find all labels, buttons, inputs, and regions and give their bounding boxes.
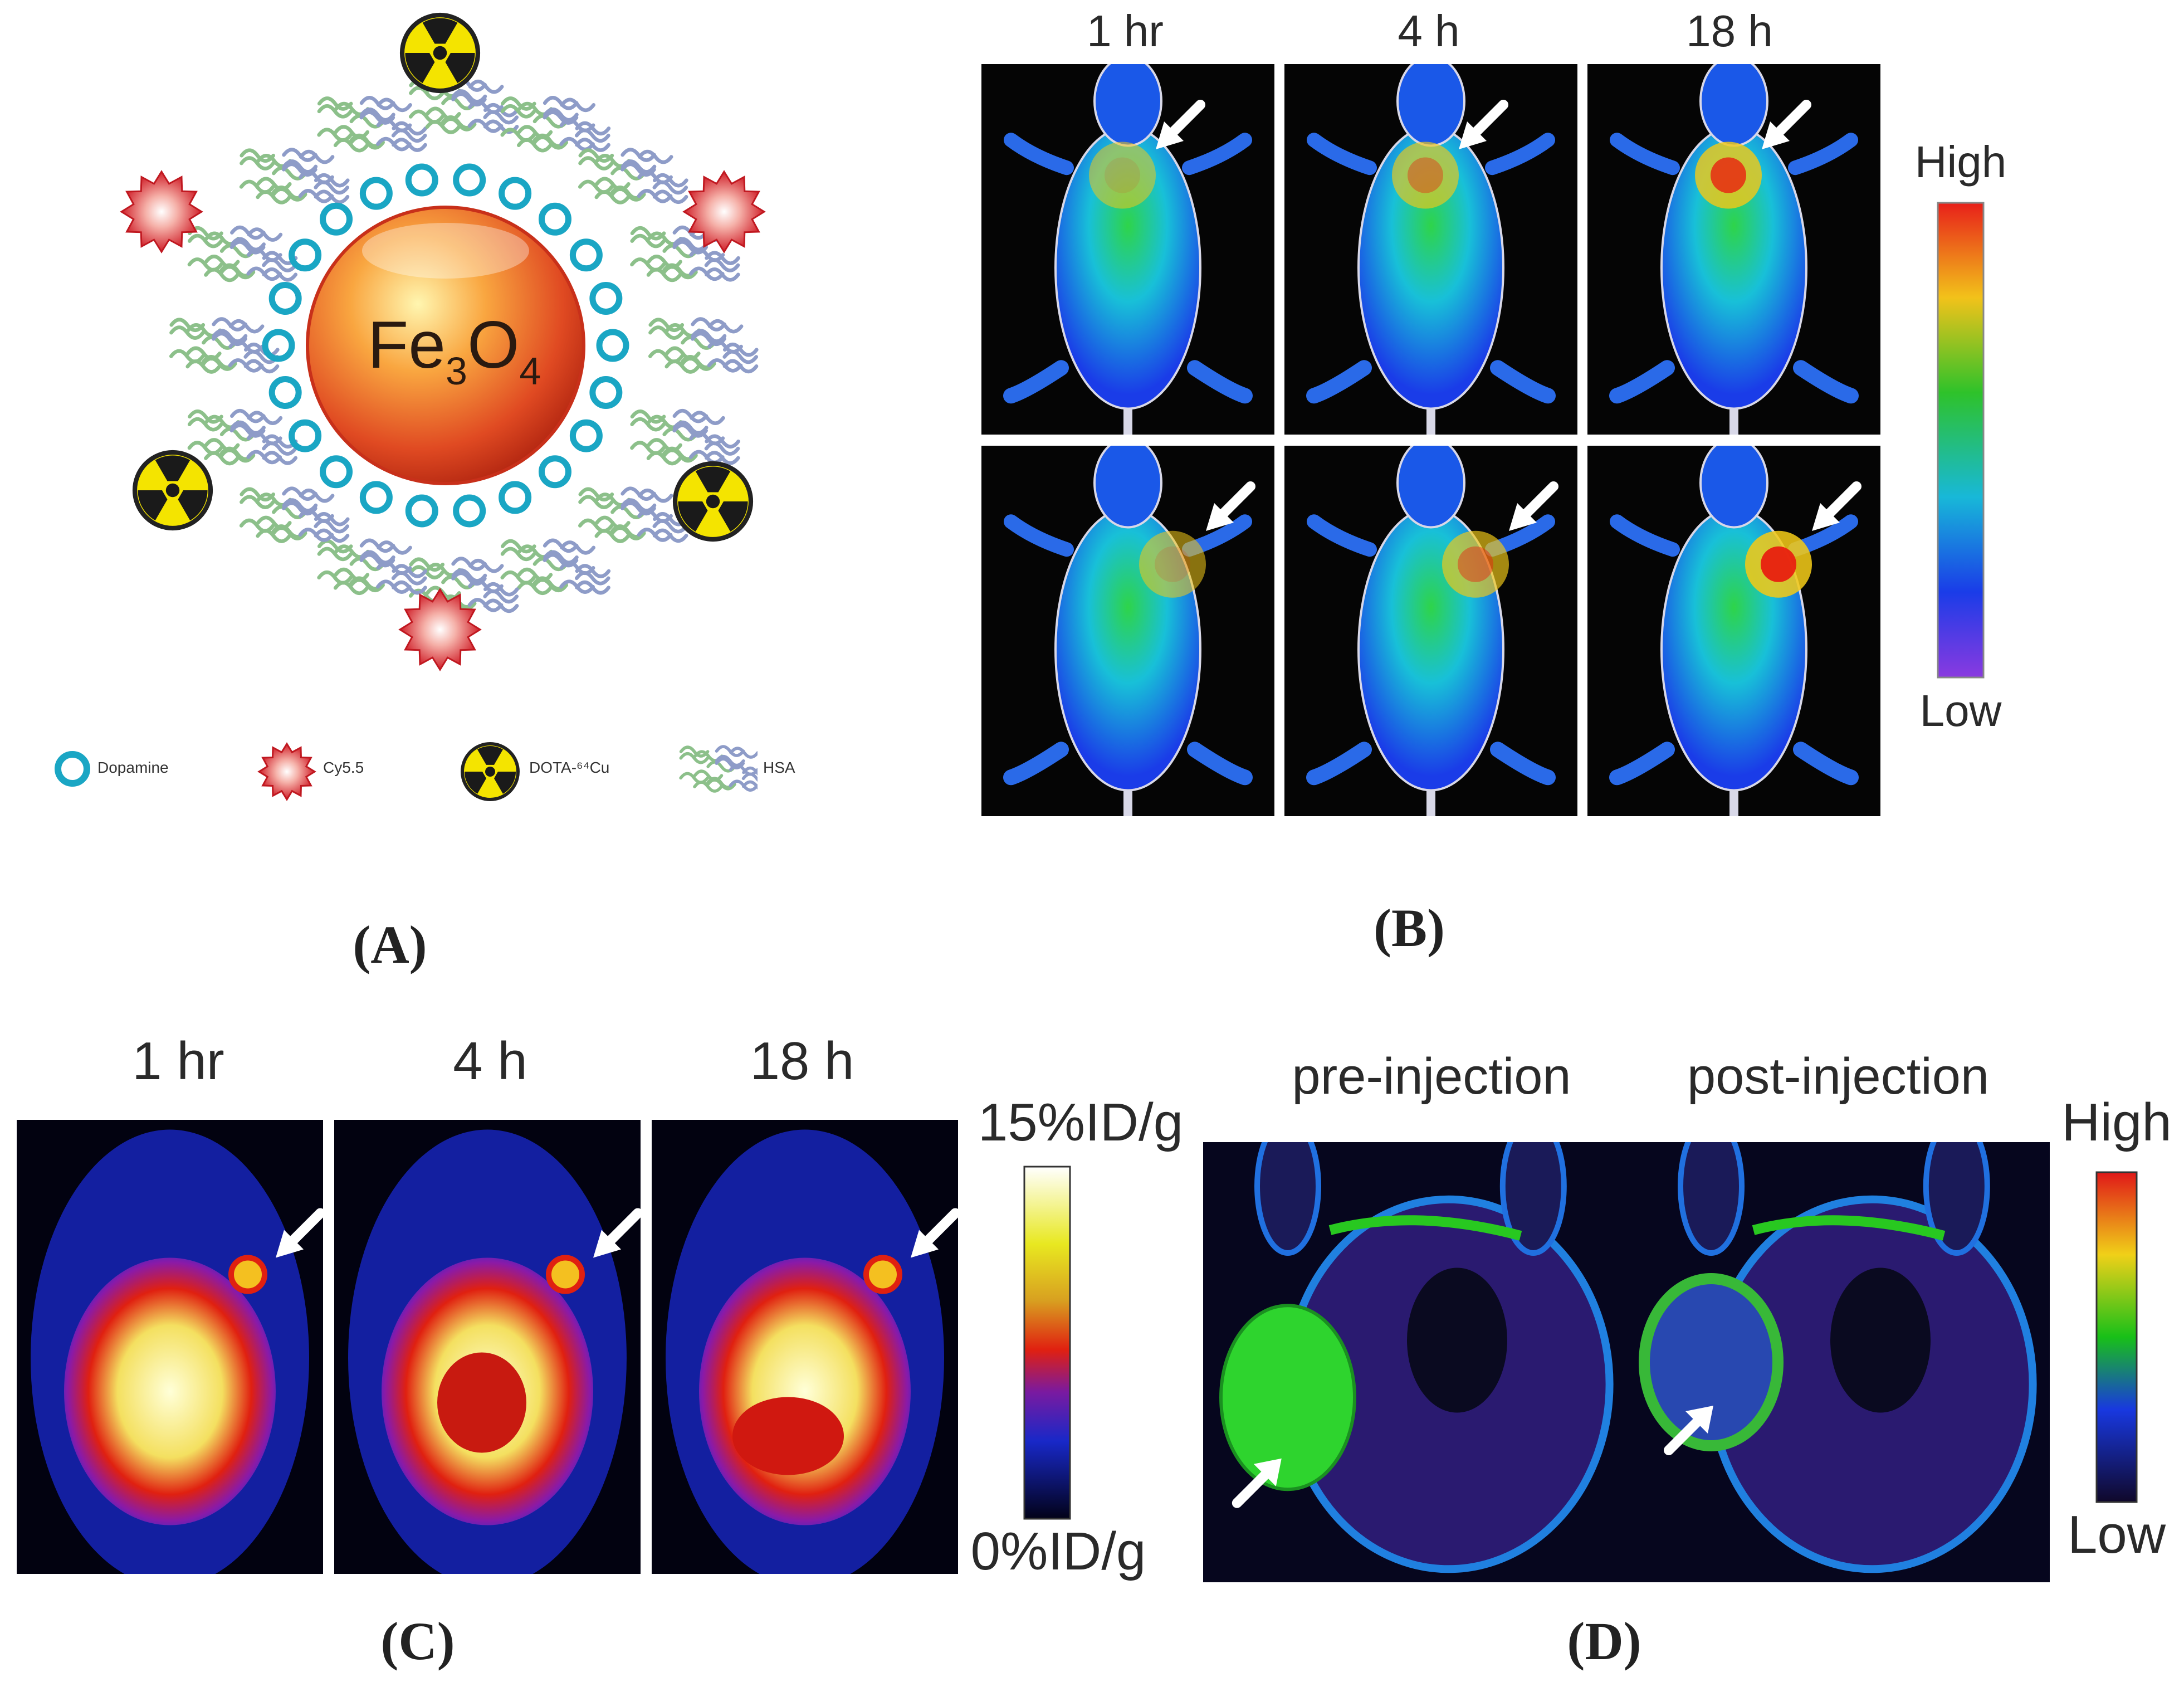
panel-d-mri-image-2: [1626, 1142, 2050, 1582]
dopamine-ring: [262, 163, 629, 528]
panel-a: Fe3O4 Dopamine Cy5.5 DOTA-⁶⁴Cu HSA: [33, 11, 847, 880]
radioactive-marker: [399, 12, 481, 94]
legend-hsa: HSA: [763, 759, 795, 776]
panel-b-mouse-image-r2-c1: [981, 446, 1274, 816]
panel-c-pet-image-1: [17, 1120, 323, 1574]
nanoparticle-diagram: Fe3O4: [120, 12, 766, 671]
cy55-marker: [120, 170, 203, 253]
panel-c-pet-image-2: [334, 1120, 641, 1574]
core-label: Fe3O4: [368, 308, 541, 393]
panel-b-time-3: 18 h: [1686, 6, 1773, 56]
panel-c-time-3: 18 h: [750, 1031, 854, 1091]
hsa-protein-icon: [679, 745, 758, 793]
fe3o4-core: [306, 206, 585, 485]
panel-c-label: (C): [380, 1611, 455, 1671]
panel-d-mri-image-1: [1203, 1142, 1626, 1582]
panel-b-mouse-image-r1-c2: [1284, 64, 1577, 435]
panel-b-scale-high: High: [1914, 137, 2007, 187]
panel-d-cond-1: pre-injection: [1292, 1048, 1571, 1105]
panel-c-time-2: 4 h: [453, 1031, 527, 1091]
cy55-star-icon: [257, 742, 316, 801]
panel-b-time-1: 1 hr: [1087, 6, 1164, 56]
panel-b-mouse-image-r1-c1: [981, 64, 1274, 435]
panel-b-time-2: 4 h: [1398, 6, 1460, 56]
panel-a-label: (A): [353, 915, 427, 974]
legend-cy55: Cy5.5: [323, 759, 364, 776]
radioactive-marker: [132, 450, 213, 531]
radioactive-marker: [672, 461, 754, 542]
panel-c-scale-low: 0%ID/g: [970, 1522, 1146, 1581]
panel-b-mouse-image-r2-c3: [1587, 446, 1880, 816]
radioactive-icon: [461, 742, 520, 801]
dopamine-ring-icon: [55, 751, 90, 787]
panel-d-label: (D): [1567, 1611, 1641, 1671]
cy55-marker: [682, 170, 766, 253]
legend: Dopamine Cy5.5 DOTA-⁶⁴Cu HSA: [45, 735, 847, 802]
panel-d-scale-high: High: [2061, 1093, 2172, 1152]
panel-d-colorbar: [2095, 1171, 2138, 1503]
legend-dota: DOTA-⁶⁴Cu: [529, 759, 610, 776]
panel-b-label: (B): [1374, 898, 1445, 958]
panel-b-mouse-image-r1-c3: [1587, 64, 1880, 435]
panel-c-time-1: 1 hr: [132, 1031, 224, 1091]
panel-b-scale-low: Low: [1919, 686, 2002, 735]
panel-c-colorbar: [1023, 1166, 1071, 1520]
panel-d-scale-low: Low: [2067, 1505, 2166, 1564]
panel-c-scale-high: 15%ID/g: [978, 1093, 1184, 1152]
legend-dopamine: Dopamine: [97, 759, 169, 776]
panel-d-cond-2: post-injection: [1687, 1048, 1990, 1105]
panel-b-mouse-image-r2-c2: [1284, 446, 1577, 816]
panel-b-colorbar: [1937, 202, 1985, 679]
cy55-marker: [398, 588, 482, 671]
panel-c-pet-image-3: [652, 1120, 958, 1574]
